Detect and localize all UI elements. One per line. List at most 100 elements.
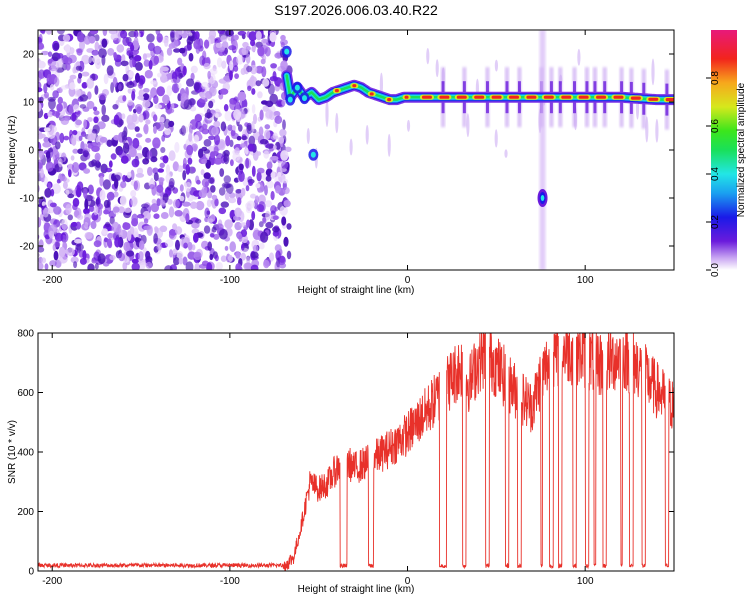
noise-speckle [122, 73, 129, 82]
noise-speckle [220, 35, 228, 43]
noise-speckle [237, 91, 247, 102]
noise-speckle [69, 74, 77, 80]
faint-streak [466, 113, 470, 138]
noise-speckle [87, 184, 94, 195]
noise-speckle [32, 226, 38, 231]
noise-speckle [238, 163, 244, 171]
noise-speckle [150, 80, 157, 85]
noise-speckle [79, 104, 87, 109]
noise-speckle [109, 254, 116, 261]
noise-speckle [84, 232, 93, 240]
noise-speckle [246, 256, 251, 265]
noise-speckle [263, 150, 270, 159]
noise-speckle [134, 55, 142, 62]
noise-speckle [148, 60, 153, 70]
noise-speckle [180, 125, 186, 136]
noise-speckle [207, 218, 214, 223]
noise-speckle [98, 172, 105, 178]
noise-speckle [69, 82, 76, 90]
noise-speckle [48, 230, 55, 239]
noise-speckle [62, 181, 68, 189]
noise-speckle [72, 104, 80, 112]
onset-blob-core [284, 48, 290, 55]
noise-speckle [126, 81, 135, 89]
noise-speckle [86, 100, 95, 110]
noise-speckle [219, 228, 228, 240]
noise-speckle [53, 42, 60, 51]
noise-speckle [247, 143, 255, 152]
noise-speckle [38, 149, 45, 160]
noise-speckle [182, 65, 187, 76]
noise-speckle [86, 77, 95, 89]
noise-speckle [52, 90, 59, 99]
noise-speckle [273, 110, 281, 117]
noise-speckle [279, 255, 286, 264]
noise-speckle [43, 176, 49, 186]
noise-speckle [142, 88, 150, 93]
noise-speckle [138, 113, 144, 123]
noise-speckle [209, 233, 215, 238]
onset-blob-core [301, 95, 307, 102]
noise-speckle [175, 239, 180, 251]
noise-speckle [135, 133, 143, 138]
spectrogram-y-tick-label: 20 [23, 50, 35, 61]
ridge-peak [665, 98, 674, 102]
noise-speckle [101, 228, 108, 235]
noise-speckle [55, 141, 61, 150]
noise-speckle [261, 66, 267, 78]
noise-speckle [57, 96, 63, 104]
noise-speckle [94, 85, 99, 95]
faint-streak [306, 128, 310, 144]
noise-speckle [167, 198, 173, 205]
noise-speckle [129, 57, 134, 68]
ridge-peak [596, 95, 607, 99]
noise-speckle [254, 195, 260, 204]
noise-speckle [83, 119, 87, 129]
noise-speckle [50, 61, 60, 71]
noise-speckle [99, 175, 104, 187]
noise-speckle [138, 89, 145, 98]
noise-speckle [280, 41, 285, 48]
noise-speckle [143, 218, 149, 224]
faint-streak [379, 72, 383, 97]
noise-speckle [172, 75, 181, 84]
noise-speckle [173, 257, 180, 266]
noise-speckle [208, 135, 216, 141]
noise-speckle [250, 264, 259, 270]
noise-speckle [57, 53, 64, 59]
noise-speckle [214, 134, 220, 146]
noise-speckle [274, 115, 283, 125]
noise-speckle [71, 112, 77, 122]
noise-speckle [275, 250, 281, 261]
noise-speckle [63, 57, 73, 65]
noise-speckle [120, 155, 129, 164]
noise-speckle [266, 161, 273, 170]
noise-speckle [185, 181, 192, 193]
noise-speckle [76, 48, 83, 56]
noise-speckle [40, 257, 47, 264]
noise-speckle [193, 251, 202, 261]
noise-speckle [191, 166, 196, 173]
noise-speckle [177, 57, 183, 66]
noise-speckle [40, 168, 44, 178]
noise-speckle [203, 225, 211, 234]
noise-speckle [116, 44, 125, 53]
noise-speckle [142, 110, 150, 120]
noise-speckle [80, 131, 87, 137]
noise-speckle [98, 93, 107, 101]
noise-speckle [127, 230, 132, 242]
snr-x-tick-label: -100 [220, 576, 240, 587]
noise-speckle [173, 48, 181, 53]
noise-speckle [154, 104, 163, 109]
noise-speckle [65, 44, 71, 54]
noise-speckle [203, 149, 210, 154]
faint-streak [435, 59, 439, 78]
noise-speckle [163, 118, 171, 129]
noise-speckle [213, 120, 221, 128]
noise-speckle [203, 172, 211, 180]
noise-speckle [41, 201, 46, 207]
noise-speckle [38, 71, 43, 81]
spectrogram-y-tick-label: -10 [20, 194, 35, 205]
noise-speckle [156, 242, 163, 251]
